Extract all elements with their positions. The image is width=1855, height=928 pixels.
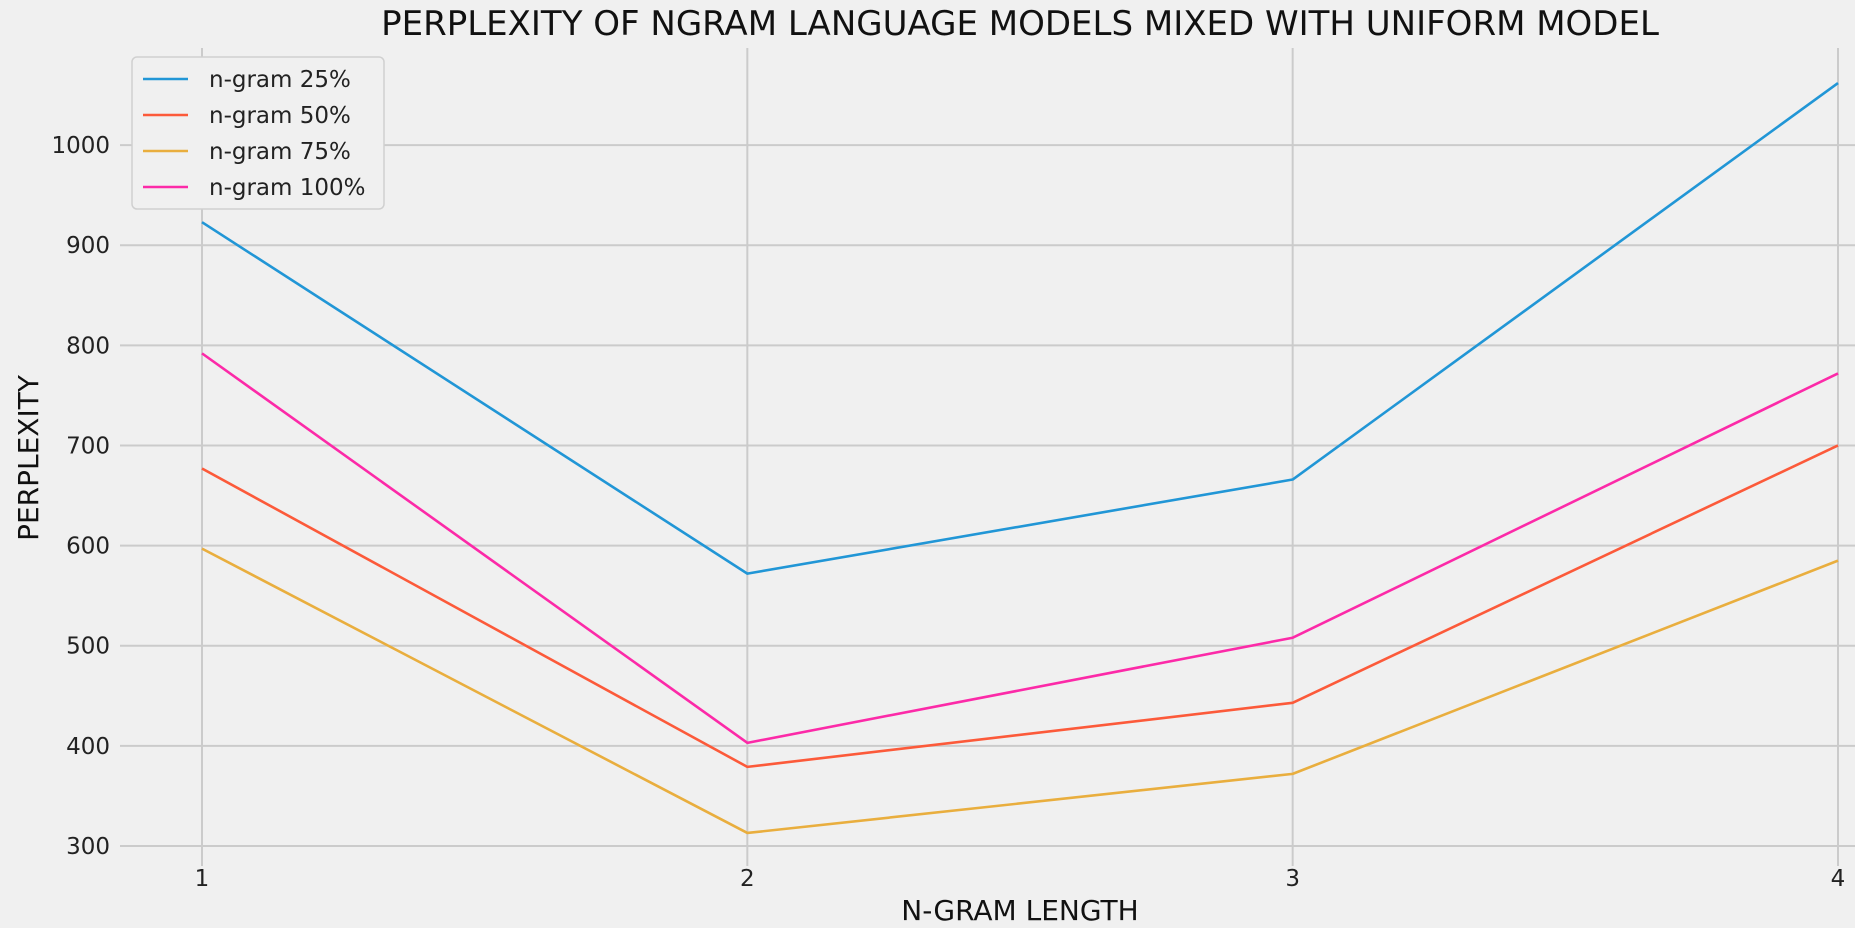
legend-box [131, 56, 385, 210]
y-tick-label: 800 [66, 333, 110, 359]
x-tick-label: 3 [1285, 866, 1300, 892]
series-line-4 [201, 352, 1839, 745]
chart-title: PERPLEXITY OF NGRAM LANGUAGE MODELS MIXE… [381, 4, 1659, 44]
y-tick-labels: 300 400 500 600 700 800 900 1000 [51, 133, 110, 860]
y-axis-label: PERPLEXITY [12, 374, 45, 541]
series-lines [201, 81, 1839, 835]
y-tick-label: 1000 [51, 133, 110, 159]
legend-items: n-gram 25% n-gram 50% n-gram 75% n-gram 100… [143, 67, 366, 201]
series-line-1 [201, 81, 1839, 575]
x-tick-labels: 1 2 3 4 [195, 866, 1846, 892]
legend-label: n-gram 50% [209, 103, 351, 129]
y-tick-label: 400 [66, 734, 110, 760]
y-tick-label: 900 [66, 233, 110, 259]
x-tick-label: 1 [195, 866, 210, 892]
x-tick-label: 4 [1831, 866, 1846, 892]
y-tick-label: 700 [66, 433, 110, 459]
horizontal-gridlines [120, 144, 1855, 847]
x-axis-label: N-GRAM LENGTH [901, 894, 1138, 927]
legend-label: n-gram 100% [209, 175, 366, 201]
y-tick-label: 300 [66, 834, 110, 860]
y-tick-label: 500 [66, 634, 110, 660]
legend-label: n-gram 25% [209, 67, 351, 93]
legend-label: n-gram 75% [209, 139, 351, 165]
legend: n-gram 25% n-gram 50% n-gram 75% n-gram 100… [131, 56, 385, 210]
x-tick-label: 2 [740, 866, 755, 892]
series-line-2 [201, 444, 1839, 769]
y-tick-label: 600 [66, 534, 110, 560]
series-line-3 [201, 547, 1839, 835]
